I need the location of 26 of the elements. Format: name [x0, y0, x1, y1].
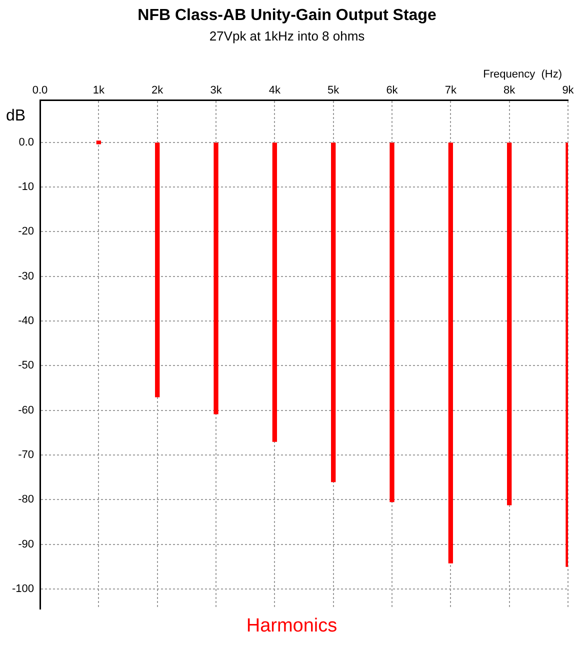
y-tick-label: 0.0	[18, 136, 34, 148]
y-tick-label: -40	[18, 315, 34, 328]
x-tick-label: 2k	[152, 84, 164, 96]
y-tick-label: -90	[18, 538, 34, 550]
x-tick-label: 0.0	[32, 84, 48, 96]
text: Harmonics	[246, 616, 338, 637]
chart-title: NFB Class-AB Unity-Gain Output Stage	[138, 7, 436, 24]
y-tick-label: -80	[18, 494, 34, 506]
x-tick-label: 7k	[444, 84, 457, 96]
x-tick-label: 9k	[562, 84, 574, 96]
x-tick-label: 1k	[92, 84, 105, 96]
x-tick-label: 8k	[504, 84, 516, 96]
chart-subtitle: 27Vpk at 1kHz into 8 ohms	[209, 28, 366, 44]
x-tick-label: 5k	[328, 84, 340, 96]
y-tick-label: -20	[18, 226, 34, 238]
y-tick-label: -100	[12, 582, 34, 595]
y-tick-label: -70	[18, 448, 34, 461]
x-axis-title: Frequency (Hz)	[483, 68, 562, 81]
y-axis-title: dB	[6, 107, 26, 124]
x-tick-label: 3k	[210, 84, 222, 96]
y-tick-label: -50	[18, 360, 34, 372]
x-tick-label: 4k	[268, 84, 281, 96]
y-tick-label: -30	[18, 270, 34, 282]
y-tick-label: -60	[18, 404, 34, 416]
x-tick-label: 6k	[386, 84, 398, 96]
y-tick-label: -10	[18, 181, 34, 194]
